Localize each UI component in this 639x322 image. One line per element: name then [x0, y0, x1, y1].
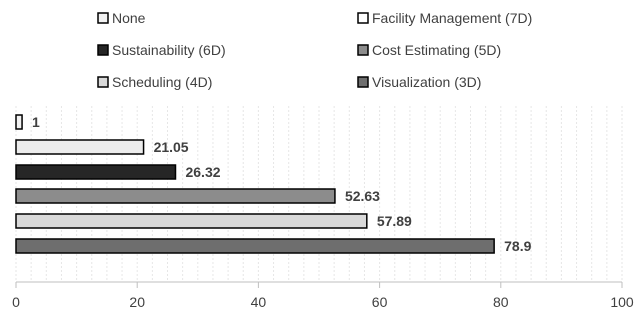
x-tick-label: 80	[493, 294, 509, 310]
legend-swatch	[97, 76, 109, 88]
x-axis: 0 20 40 60 80 100	[12, 281, 634, 310]
chart-legend: None Facility Management (7D) Sustainabili…	[97, 10, 532, 90]
legend-label: Sustainability (6D)	[112, 42, 226, 58]
x-tick-label: 20	[129, 294, 145, 310]
bar	[15, 114, 23, 130]
chart-bars: 1 21.05 26.32 52.63 57.89 78.9	[15, 114, 532, 254]
data-label: 1	[32, 114, 40, 130]
bar	[15, 139, 145, 155]
x-tick-label: 0	[12, 294, 20, 310]
legend-label: Visualization (3D)	[372, 74, 481, 90]
x-tick-label: 40	[251, 294, 267, 310]
bar	[15, 188, 336, 204]
legend-label: Scheduling (4D)	[112, 74, 212, 90]
data-label: 26.32	[185, 164, 220, 180]
x-tick-label: 60	[372, 294, 388, 310]
legend-swatch	[97, 12, 109, 24]
legend-swatch	[357, 76, 369, 88]
legend-label: Cost Estimating (5D)	[372, 42, 501, 58]
bar	[15, 213, 368, 229]
legend-swatch	[357, 44, 369, 56]
x-tick-label: 100	[610, 294, 634, 310]
legend-swatch	[97, 44, 109, 56]
data-label: 52.63	[345, 188, 380, 204]
legend-label: None	[112, 10, 146, 26]
data-label: 78.9	[504, 238, 531, 254]
legend-swatch	[357, 12, 369, 24]
bar	[15, 164, 177, 180]
legend-label: Facility Management (7D)	[372, 10, 532, 26]
data-label: 57.89	[377, 213, 412, 229]
bar	[15, 238, 495, 254]
data-label: 21.05	[154, 139, 189, 155]
